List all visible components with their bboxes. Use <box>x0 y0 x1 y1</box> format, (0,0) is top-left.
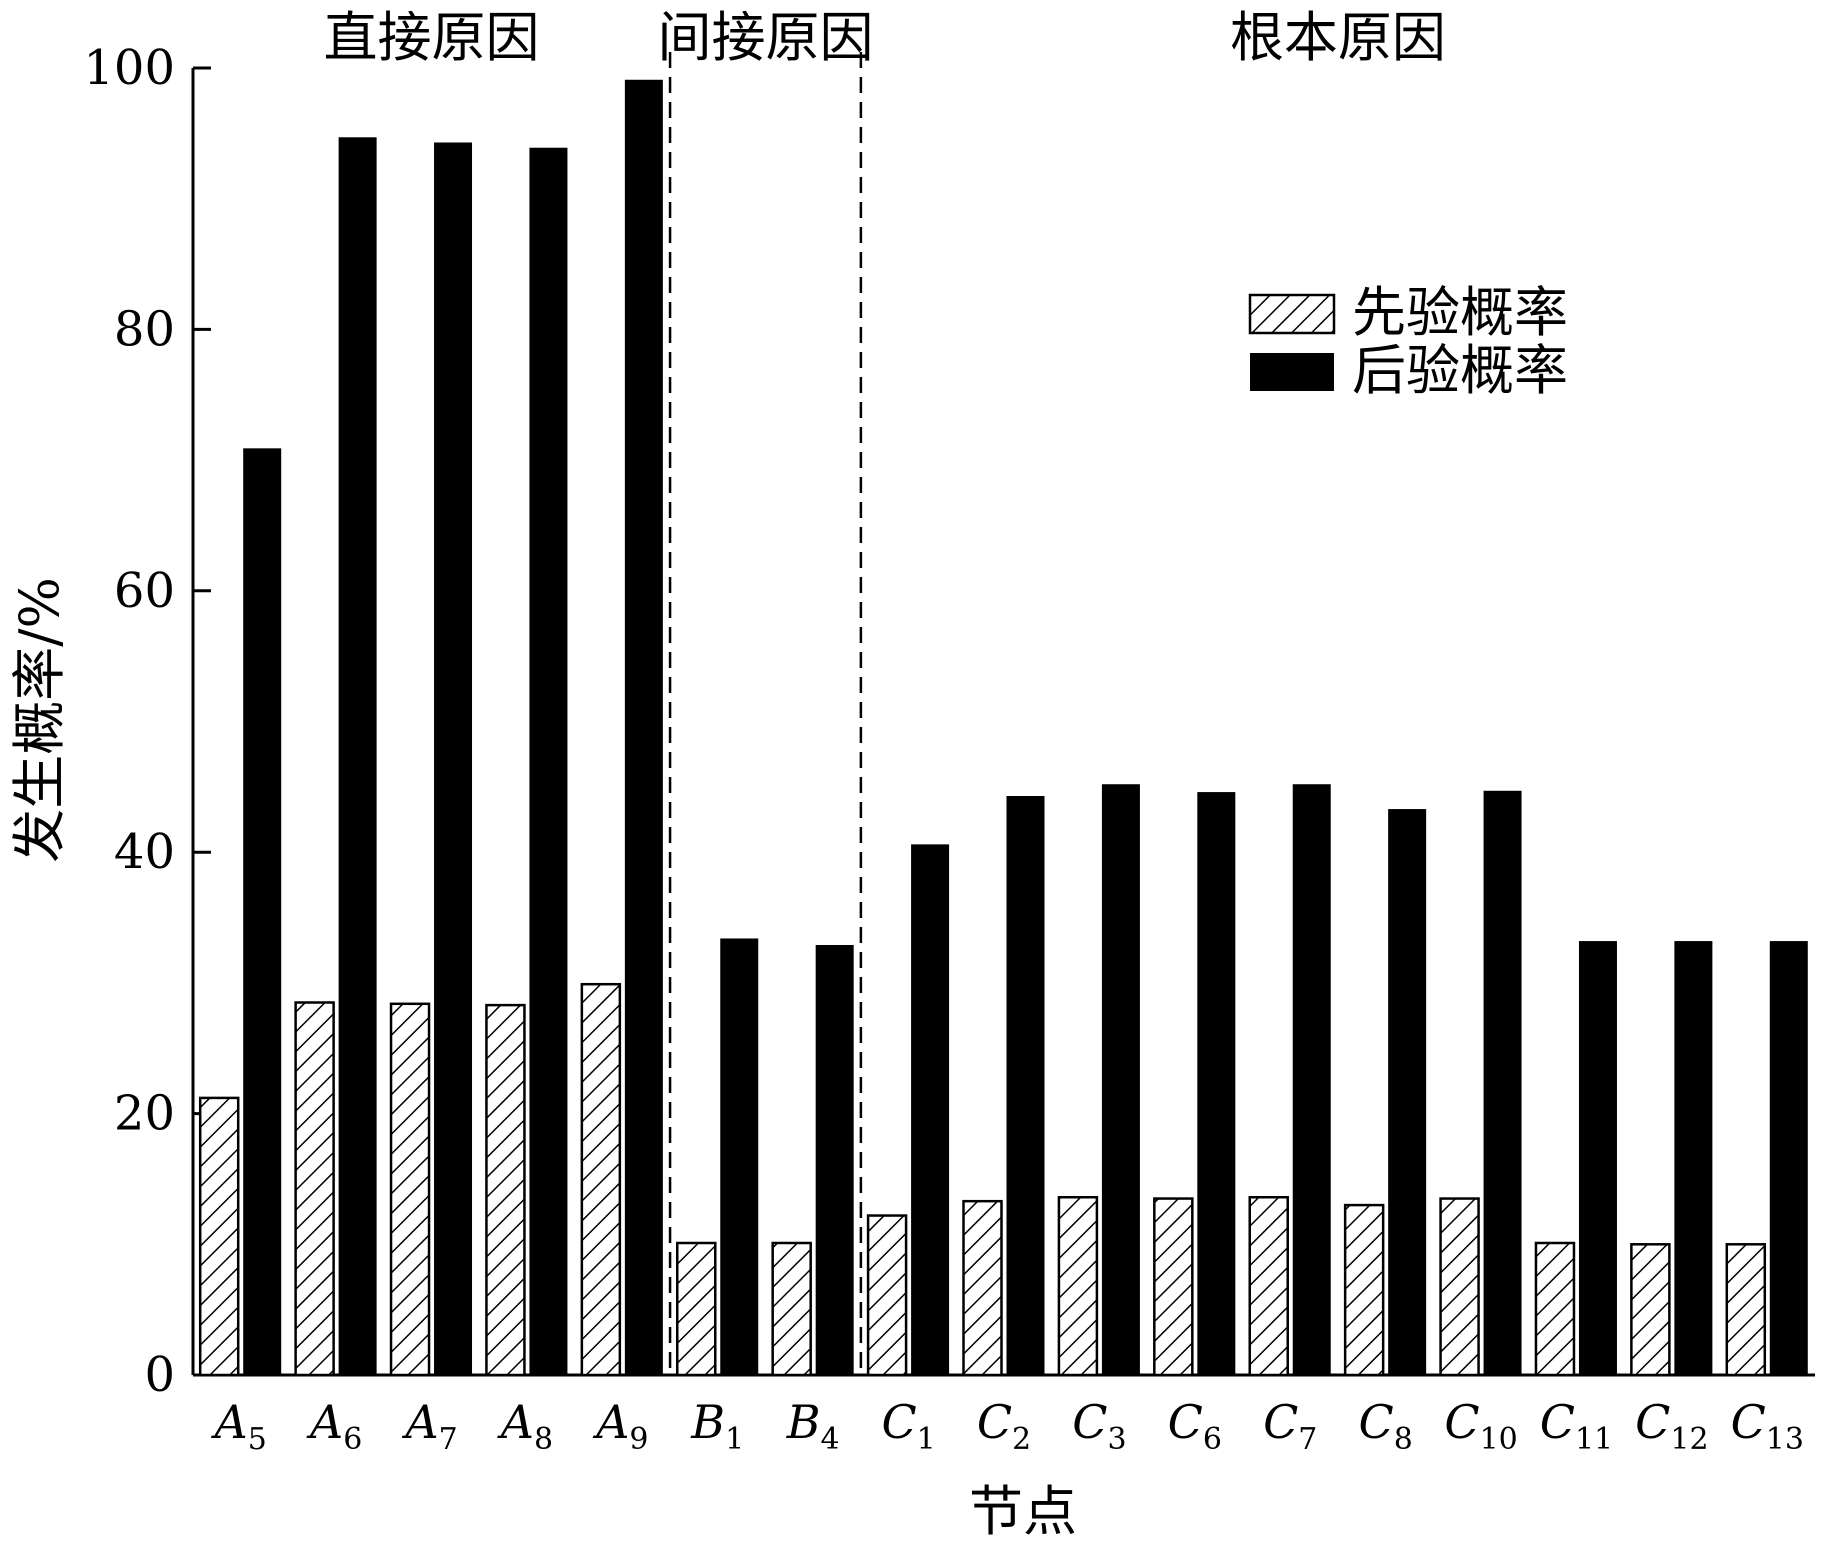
posterior-probability-bar <box>1769 941 1808 1375</box>
posterior-probability-bar <box>911 844 950 1375</box>
posterior-probability-bar <box>1006 795 1045 1375</box>
posterior-probability-bar <box>1101 784 1140 1375</box>
x-tick-label: C1 <box>881 1395 935 1457</box>
posterior-probability-bar <box>624 79 663 1376</box>
posterior-probability-bar <box>1674 941 1713 1375</box>
prior-probability-bar <box>1153 1197 1194 1377</box>
x-tick-label: C2 <box>977 1395 1031 1457</box>
y-tick-label: 20 <box>114 1086 175 1142</box>
x-tick-label: C10 <box>1444 1395 1517 1457</box>
x-tick-label: C11 <box>1540 1395 1613 1457</box>
y-axis-label: 发生概率/% <box>8 577 71 863</box>
posterior-probability-bar <box>815 944 854 1375</box>
prior-probability-bar <box>485 1003 526 1377</box>
prior-probability-bar <box>676 1241 717 1377</box>
posterior-probability-bar <box>1197 792 1236 1375</box>
prior-probability-bar <box>1248 1195 1289 1377</box>
group-label: 根本原因 <box>1230 6 1446 69</box>
prior-probability-bar <box>771 1241 812 1377</box>
y-tick-label: 0 <box>144 1347 175 1403</box>
x-tick-label: A6 <box>306 1395 362 1457</box>
prior-probability-bar <box>198 1096 240 1377</box>
prior-probability-bar <box>866 1214 908 1377</box>
prior-probability-bar <box>294 1001 335 1377</box>
legend-label-prior: 先验概率 <box>1352 281 1568 344</box>
prior-probability-bar <box>1439 1197 1480 1377</box>
x-axis-label: 节点 <box>969 1480 1077 1543</box>
legend-label-posterior: 后验概率 <box>1352 339 1568 402</box>
posterior-probability-bar <box>434 142 473 1375</box>
legend-swatch-posterior <box>1250 353 1334 391</box>
prior-probability-bar <box>389 1002 431 1377</box>
prior-probability-bar <box>1725 1243 1767 1377</box>
group-label: 直接原因 <box>324 6 540 69</box>
x-tick-label: A8 <box>497 1395 553 1457</box>
posterior-probability-bar <box>1483 790 1522 1375</box>
x-tick-label: A5 <box>211 1395 267 1457</box>
x-tick-label: A9 <box>592 1395 648 1457</box>
x-tick-label: C6 <box>1168 1395 1222 1457</box>
posterior-probability-bar <box>529 147 568 1375</box>
posterior-probability-bar <box>1388 809 1427 1375</box>
prior-probability-bar <box>962 1199 1003 1377</box>
posterior-probability-bar <box>1578 941 1617 1375</box>
x-tick-label: C13 <box>1731 1395 1804 1457</box>
y-tick-label: 40 <box>114 824 175 880</box>
x-tick-label: B4 <box>786 1395 840 1457</box>
x-tick-label: C3 <box>1072 1395 1126 1457</box>
prior-probability-bar <box>1534 1241 1576 1377</box>
posterior-probability-bar <box>1292 784 1331 1375</box>
posterior-probability-bar <box>338 137 377 1375</box>
y-tick-label: 80 <box>114 301 175 357</box>
y-tick-label: 100 <box>83 40 175 96</box>
prior-probability-bar <box>1057 1195 1099 1377</box>
x-tick-label: C8 <box>1358 1395 1412 1457</box>
x-tick-label: A7 <box>401 1395 457 1457</box>
prior-probability-bar <box>1343 1203 1385 1377</box>
group-label: 间接原因 <box>657 6 873 69</box>
posterior-probability-bar <box>720 938 759 1375</box>
x-tick-label: C12 <box>1635 1395 1708 1457</box>
prior-probability-bar <box>1630 1243 1671 1377</box>
posterior-probability-bar <box>243 448 282 1375</box>
x-tick-label: C7 <box>1263 1395 1317 1457</box>
y-tick-label: 60 <box>114 563 175 619</box>
legend-swatch-prior <box>1248 293 1336 335</box>
x-tick-label: B1 <box>690 1395 744 1457</box>
prior-probability-bar <box>580 982 622 1377</box>
